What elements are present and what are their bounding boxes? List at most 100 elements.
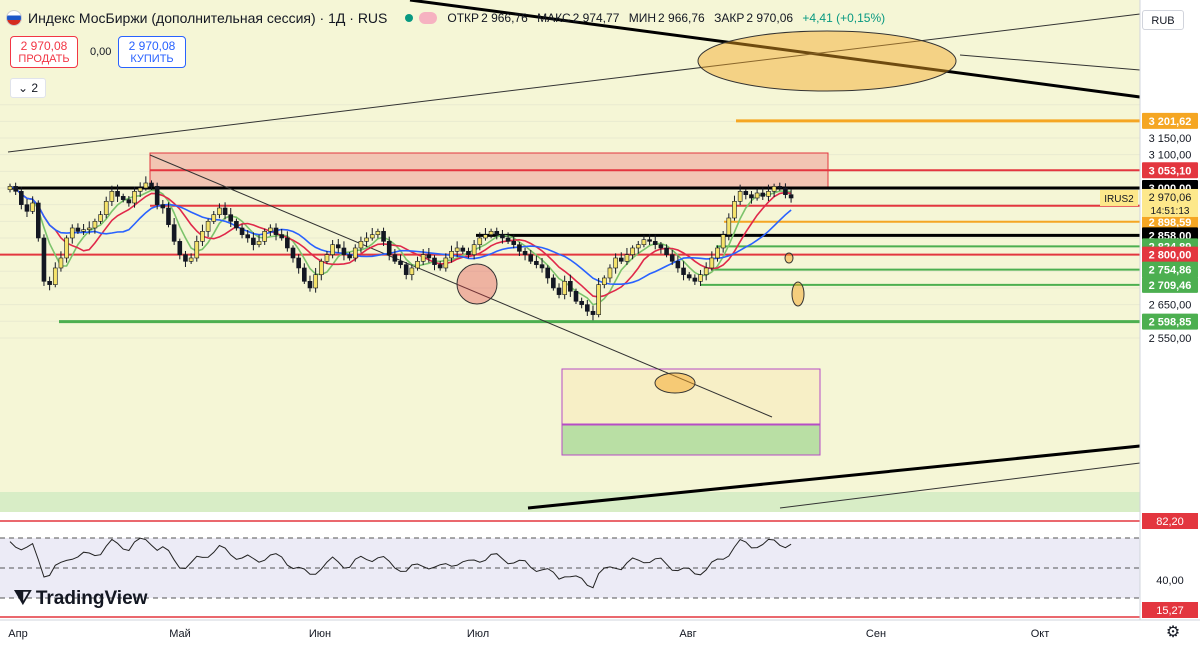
candle-body — [200, 231, 205, 242]
symbol-title[interactable]: Индекс МосБиржи (дополнительная сессия) … — [28, 10, 388, 26]
candle-body — [749, 194, 754, 199]
candle-body — [635, 244, 641, 249]
candle-body — [522, 251, 528, 255]
candle-body — [358, 241, 364, 249]
candle-body — [30, 202, 35, 212]
candle-body — [171, 224, 177, 242]
candle-body — [285, 237, 290, 249]
candle-body — [652, 241, 658, 245]
candle-body — [539, 264, 545, 269]
candle-body — [505, 237, 511, 242]
candle-body — [483, 234, 488, 239]
ohlc-high-label: МАКС — [537, 11, 571, 25]
candle-body — [143, 182, 149, 189]
candle-body — [251, 237, 256, 245]
chevron-down-icon: ⌄ — [17, 81, 29, 95]
candle-body — [709, 257, 715, 269]
last-price-symbol-bg — [1100, 189, 1138, 206]
candle-body — [601, 277, 607, 285]
sell-button[interactable]: 2 970,08 ПРОДАТЬ — [10, 36, 78, 68]
candle-body — [183, 254, 188, 262]
candle-body — [268, 227, 273, 232]
currency-selector[interactable]: RUB — [1142, 10, 1184, 30]
candle-body — [86, 227, 92, 230]
candle-body — [641, 239, 647, 245]
candle-body — [381, 231, 386, 242]
indicators-toggle[interactable]: ⌄ 2 — [10, 78, 46, 98]
candle-body — [607, 267, 613, 279]
candle-body — [681, 267, 686, 275]
candle-body — [686, 274, 692, 279]
candle-body — [573, 290, 579, 302]
candle-body — [58, 257, 64, 269]
candle-body — [352, 247, 358, 259]
candle-body — [664, 247, 669, 255]
trendline-short — [959, 54, 1141, 71]
candle-body — [534, 261, 539, 265]
level-price-label: 2 800,00 — [1149, 250, 1192, 262]
rsi-level-label: 40,00 — [1156, 575, 1184, 587]
candle-body — [398, 261, 403, 265]
candle-body — [403, 264, 409, 275]
candle-body — [64, 237, 69, 259]
candle-body — [562, 281, 567, 295]
highlight-circle — [456, 263, 498, 305]
buy-label: КУПИТЬ — [130, 53, 174, 65]
price-tick-label: 3 100,00 — [1149, 150, 1192, 162]
candle-body — [771, 186, 777, 192]
rsi-line — [9, 537, 792, 589]
time-axis-label: Май — [169, 628, 191, 640]
candle-body — [449, 251, 454, 259]
last-price-symbol: IRUS2 — [1104, 194, 1134, 205]
last-price-countdown: 14:51:13 — [1151, 206, 1190, 217]
moving-average-line — [9, 185, 792, 286]
candle-body — [177, 241, 183, 255]
zones — [149, 152, 829, 456]
time-axis-label: Июл — [467, 628, 489, 640]
candle-body — [766, 191, 771, 197]
time-axis-label: Сен — [866, 628, 886, 640]
rsi-axis: 82,20 40,00 15,27 — [1142, 513, 1198, 618]
candle-body — [137, 187, 143, 192]
candle-body — [392, 254, 398, 262]
highlight-ellipse-low — [654, 372, 696, 394]
candle-body — [296, 257, 301, 269]
candle-body — [777, 186, 783, 189]
tradingview-logo[interactable]: ⧨ TradingView — [14, 587, 147, 610]
candle-body — [47, 281, 52, 285]
candle-body — [551, 277, 556, 289]
sell-label: ПРОДАТЬ — [18, 53, 70, 65]
candle-body — [477, 237, 483, 245]
candle-body — [318, 261, 324, 275]
candle-body — [783, 187, 788, 195]
candle-body — [330, 244, 335, 255]
candle-body — [115, 191, 120, 197]
candle-body — [126, 199, 132, 204]
candle-body — [415, 261, 420, 269]
price-tick-label: 2 550,00 — [1149, 333, 1192, 345]
candle-body — [120, 196, 126, 200]
price-tick-label: 2 650,00 — [1149, 300, 1192, 312]
buy-button[interactable]: 2 970,08 КУПИТЬ — [118, 36, 186, 68]
candle-body — [386, 241, 392, 255]
candle-body — [75, 227, 81, 232]
session-badge[interactable] — [419, 12, 438, 24]
candle-body — [715, 247, 720, 259]
candle-body — [703, 267, 709, 275]
candle-body — [720, 234, 726, 249]
candle-body — [194, 241, 200, 259]
rsi-level-label: 82,20 — [1156, 516, 1184, 528]
candle-body — [658, 244, 664, 249]
gear-icon[interactable]: ⚙ — [1165, 624, 1181, 641]
candle-body — [675, 261, 681, 269]
candle-body — [471, 244, 477, 255]
last-price-tag — [1142, 188, 1198, 217]
candle-body — [743, 191, 749, 195]
candle-body — [205, 221, 211, 232]
candle-body — [568, 281, 573, 292]
candle-body — [217, 207, 222, 215]
axis — [0, 0, 1200, 621]
lower-zone — [0, 492, 1140, 512]
candle-body — [443, 257, 449, 269]
